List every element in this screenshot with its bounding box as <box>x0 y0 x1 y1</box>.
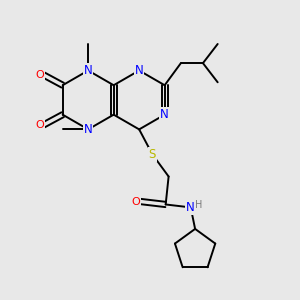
Text: N: N <box>135 64 143 77</box>
Text: N: N <box>84 64 92 77</box>
Text: H: H <box>195 200 203 210</box>
Text: O: O <box>36 120 44 130</box>
Text: S: S <box>149 148 156 161</box>
Text: O: O <box>132 196 141 206</box>
Text: O: O <box>36 70 44 80</box>
Text: N: N <box>186 201 195 214</box>
Text: N: N <box>160 108 169 121</box>
Text: N: N <box>84 123 92 136</box>
